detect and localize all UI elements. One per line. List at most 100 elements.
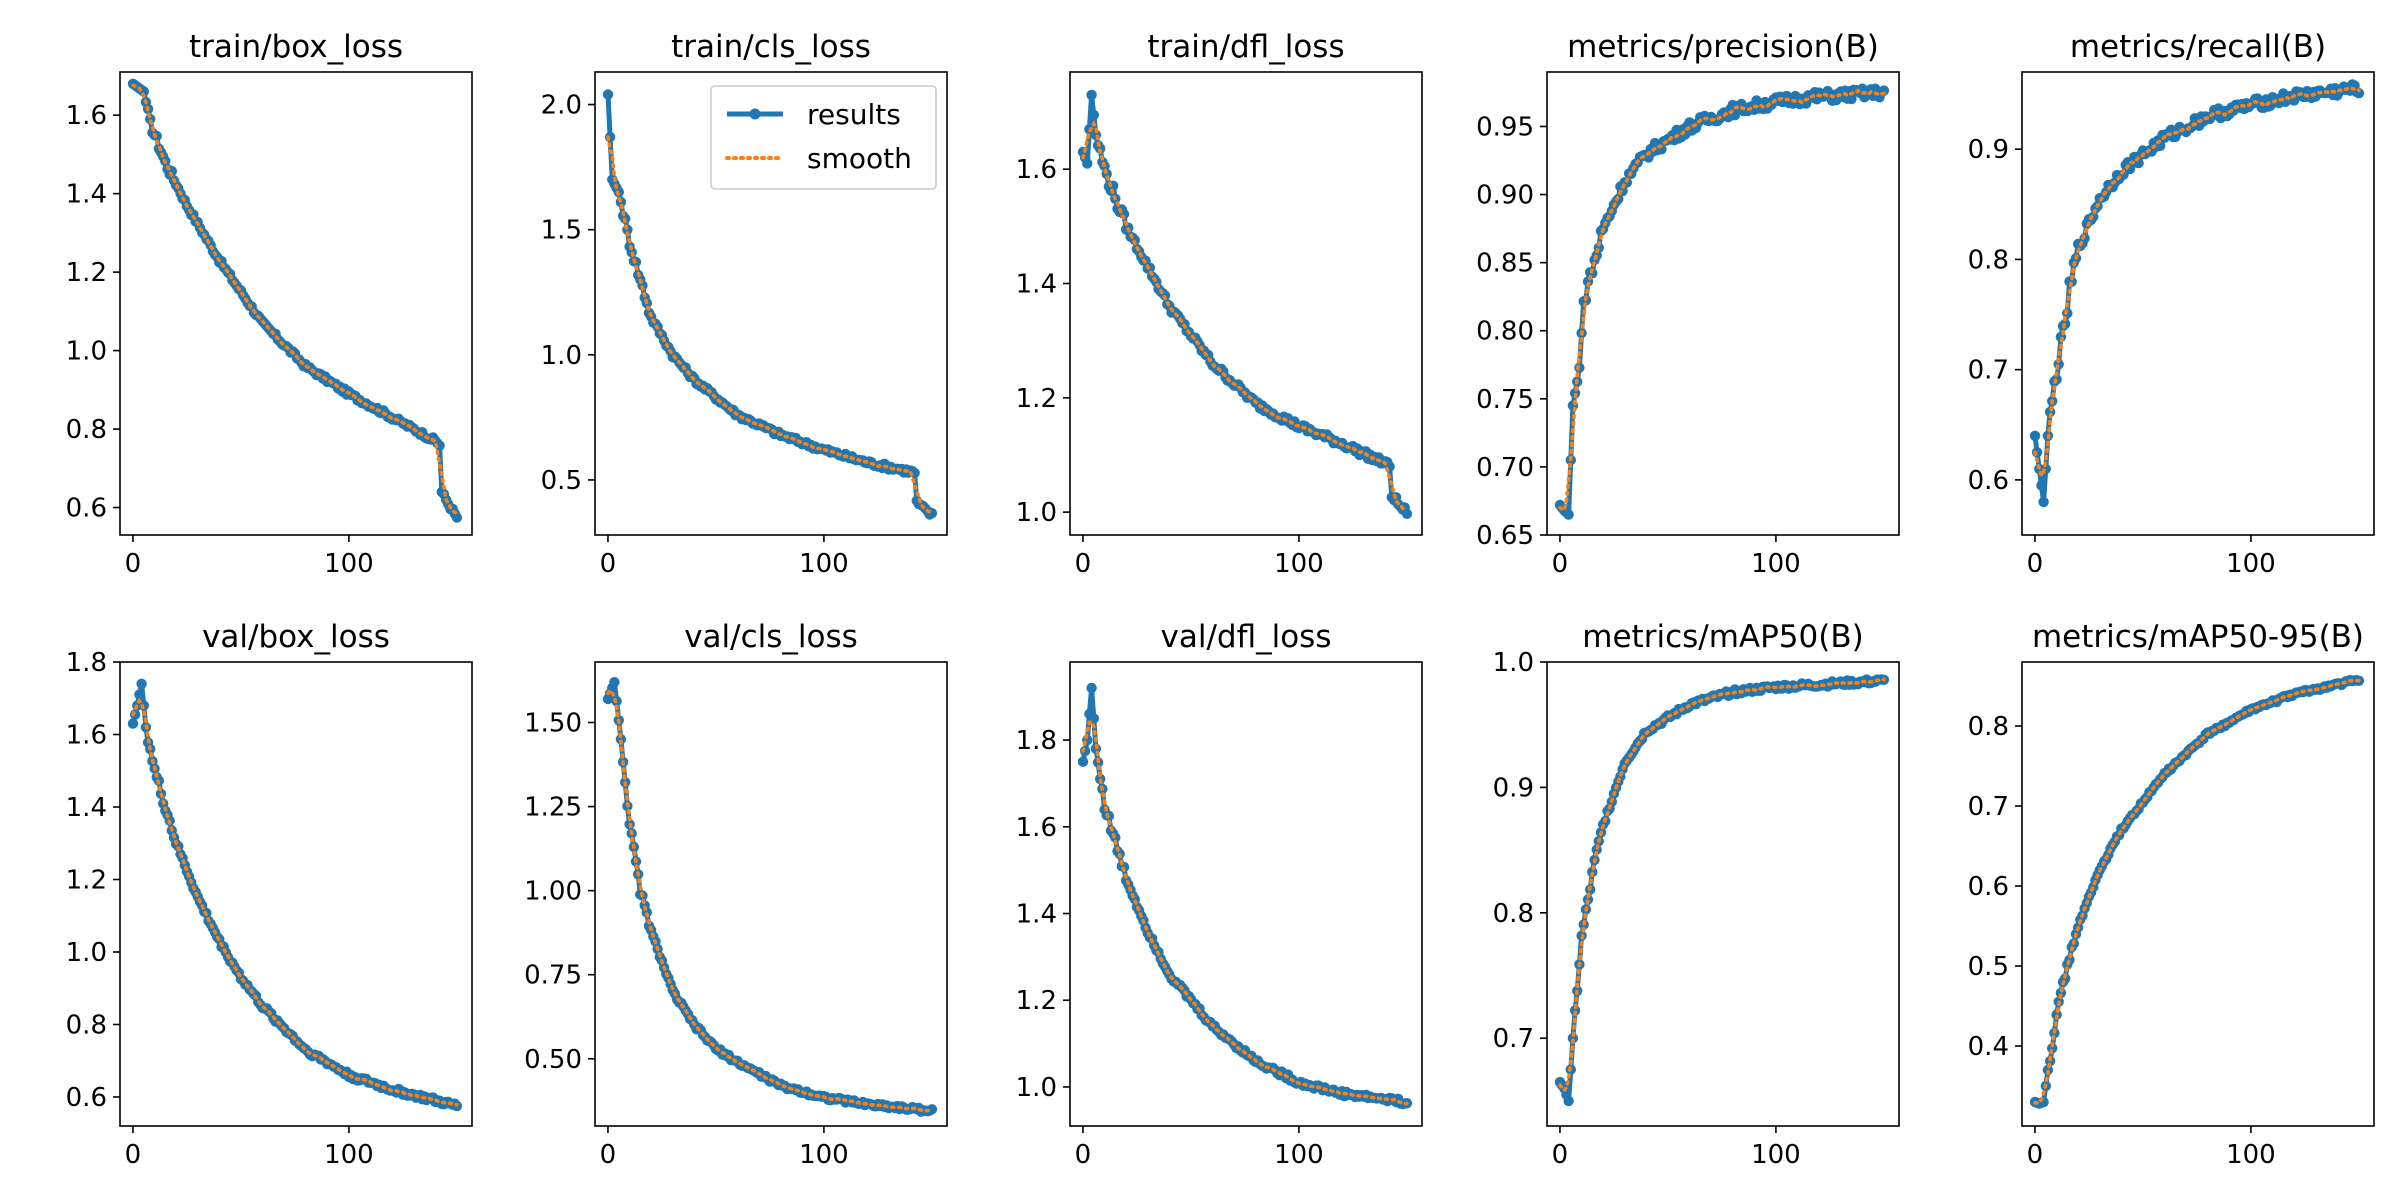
y-tick-label: 1.0: [1016, 1073, 1057, 1103]
results-point: [1567, 1033, 1579, 1044]
x-tick-label: 0: [600, 1140, 617, 1170]
axes-frame: [594, 71, 948, 536]
subplot-7: val/cls_loss 0 100 0.50 0.75 1.00 1.25 1.50: [524, 619, 948, 1170]
y-tick-label: 0.8: [66, 1011, 107, 1041]
x-tick-label: 0: [1552, 549, 1569, 579]
legend: results smooth: [710, 85, 937, 190]
y-tick-label: 0.8: [1493, 899, 1534, 929]
results-point: [145, 113, 156, 125]
axes-frame: [1069, 71, 1423, 536]
y-tick-label: 0.6: [66, 494, 107, 524]
x-tick-label: 0: [1075, 1140, 1092, 1170]
results-point: [136, 678, 147, 689]
results-point: [1846, 93, 1857, 105]
axes-frame: [2021, 71, 2375, 536]
y-tick-label: 1.5: [541, 216, 582, 246]
subplot-8: val/dfl_loss 0 100 1.0 1.2 1.4 1.6 1.8: [1016, 619, 1423, 1170]
y-tick-label: 1.6: [66, 101, 107, 131]
y-tick-label: 0.65: [1476, 521, 1534, 551]
y-tick-label: 0.75: [524, 961, 582, 991]
results-point: [926, 1104, 938, 1115]
subplot-grid: train/box_loss 0 100 0.6 0.8 1.0 1.2 1.4 1.6 trai…: [66, 29, 2375, 1170]
x-tick-label: 100: [799, 549, 849, 579]
y-tick-label: 1.2: [66, 866, 107, 896]
axes-frame: [2021, 661, 2375, 1127]
results-point: [127, 718, 139, 729]
results-point: [1563, 509, 1574, 520]
y-tick-label: 1.50: [524, 709, 582, 739]
subplot-title: train/box_loss: [189, 29, 403, 65]
axes-frame: [1069, 661, 1423, 1127]
results-point: [1077, 756, 1089, 767]
results-point: [2036, 480, 2047, 491]
smooth-line: [606, 135, 934, 515]
legend-results-label: results: [807, 98, 901, 131]
x-tick-label: 100: [1751, 1140, 1801, 1170]
y-tick-label: 0.7: [1968, 356, 2009, 386]
results-point: [1082, 158, 1093, 169]
results-point: [1086, 89, 1097, 101]
results-point: [1569, 1005, 1581, 1016]
y-tick-label: 1.0: [541, 341, 582, 371]
subplot-1: train/box_loss 0 100 0.6 0.8 1.0 1.2 1.4 1.6: [66, 29, 473, 579]
y-tick-label: 0.95: [1476, 112, 1534, 142]
y-tick-label: 1.2: [1016, 986, 1057, 1016]
y-tick-label: 1.0: [66, 337, 107, 367]
y-tick-label: 1.6: [1016, 813, 1057, 843]
x-tick-label: 100: [2226, 549, 2276, 579]
subplot-3: train/dfl_loss 0 100 1.0 1.2 1.4 1.6: [1016, 29, 1423, 579]
results-point: [609, 677, 620, 688]
y-tick-label: 1.8: [1016, 726, 1057, 756]
results-point: [2029, 430, 2041, 441]
subplot-title: metrics/recall(B): [2070, 29, 2326, 65]
subplot-4: metrics/precision(B) 0 100 0.65 0.70 0.75 0.80…: [1476, 29, 1900, 579]
axes-frame: [119, 71, 473, 536]
x-tick-label: 100: [1274, 549, 1324, 579]
y-tick-label: 1.4: [1016, 900, 1057, 930]
y-tick-label: 0.8: [1968, 712, 2009, 742]
y-tick-label: 1.4: [66, 180, 107, 210]
x-tick-label: 100: [2226, 1140, 2276, 1170]
results-point: [615, 734, 627, 745]
subplot-title: train/dfl_loss: [1147, 29, 1344, 65]
results-point: [1401, 508, 1413, 519]
y-tick-label: 0.9: [1493, 773, 1534, 803]
subplot-10: metrics/mAP50-95(B) 0 100 0.4 0.5 0.6 0.7 0.8: [1968, 619, 2375, 1170]
results-point: [1563, 1095, 1574, 1107]
smooth-line: [2033, 86, 2361, 480]
axes-frame: [594, 661, 948, 1127]
y-tick-label: 0.7: [1493, 1024, 1534, 1054]
subplot-title: val/box_loss: [202, 619, 390, 655]
legend-smooth-label: smooth: [807, 142, 912, 175]
smooth-line: [606, 687, 934, 1113]
results-point: [2353, 88, 2365, 99]
results-point: [602, 89, 614, 100]
subplot-title: metrics/precision(B): [1567, 29, 1879, 65]
y-tick-label: 0.5: [541, 466, 582, 496]
y-tick-label: 1.2: [1016, 384, 1057, 414]
y-tick-label: 0.80: [1476, 317, 1534, 347]
y-tick-label: 1.00: [524, 877, 582, 907]
subplot-9: metrics/mAP50(B) 0 100 0.7 0.8 0.9 1.0: [1493, 619, 1900, 1170]
y-tick-label: 1.0: [1016, 498, 1057, 528]
results-point: [1086, 682, 1097, 694]
y-tick-label: 1.8: [66, 648, 107, 678]
y-tick-label: 1.6: [66, 721, 107, 751]
y-tick-label: 0.9: [1968, 135, 2009, 165]
subplot-title: metrics/mAP50(B): [1582, 619, 1863, 655]
x-tick-label: 100: [324, 549, 374, 579]
x-tick-label: 0: [1552, 1140, 1569, 1170]
y-tick-label: 0.70: [1476, 453, 1534, 483]
x-tick-label: 0: [125, 1140, 142, 1170]
y-tick-label: 0.8: [1968, 245, 2009, 275]
results-point: [2038, 496, 2049, 508]
smooth-line: [131, 697, 459, 1107]
y-tick-label: 0.6: [1968, 466, 2009, 496]
y-tick-label: 0.7: [1968, 792, 2009, 822]
subplot-5: metrics/recall(B) 0 100 0.6 0.7 0.8 0.9: [1968, 29, 2375, 579]
subplot-2: train/cls_loss 0 100 0.5 1.0 1.5 2.0 results smo…: [541, 29, 948, 579]
x-tick-label: 100: [1274, 1140, 1324, 1170]
results-point: [1088, 109, 1100, 121]
legend-results-marker: [749, 108, 761, 120]
